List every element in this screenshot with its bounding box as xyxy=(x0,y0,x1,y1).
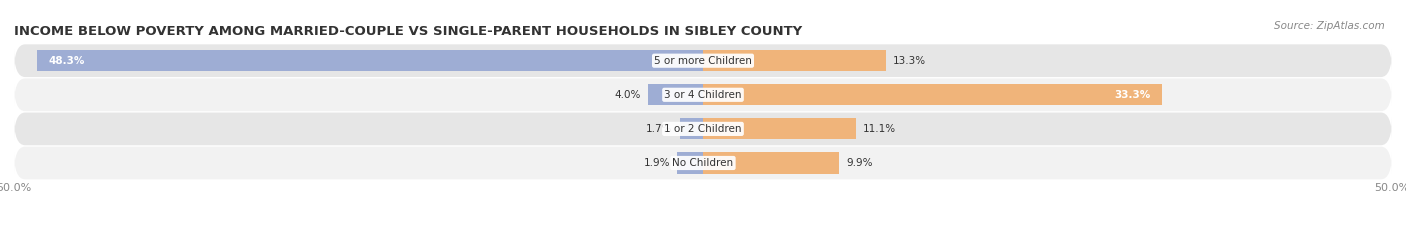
Text: 11.1%: 11.1% xyxy=(863,124,896,134)
Text: Source: ZipAtlas.com: Source: ZipAtlas.com xyxy=(1274,21,1385,31)
FancyBboxPatch shape xyxy=(14,147,1392,179)
Bar xyxy=(679,118,703,140)
Text: 1.9%: 1.9% xyxy=(644,158,669,168)
Bar xyxy=(703,50,886,71)
Bar xyxy=(703,152,839,174)
Text: 48.3%: 48.3% xyxy=(48,56,84,66)
Text: No Children: No Children xyxy=(672,158,734,168)
Text: 1 or 2 Children: 1 or 2 Children xyxy=(664,124,742,134)
Text: 5 or more Children: 5 or more Children xyxy=(654,56,752,66)
Text: 1.7%: 1.7% xyxy=(647,124,672,134)
Text: 33.3%: 33.3% xyxy=(1115,90,1152,100)
Text: 9.9%: 9.9% xyxy=(846,158,873,168)
Bar xyxy=(703,118,856,140)
Text: INCOME BELOW POVERTY AMONG MARRIED-COUPLE VS SINGLE-PARENT HOUSEHOLDS IN SIBLEY : INCOME BELOW POVERTY AMONG MARRIED-COUPL… xyxy=(14,25,803,38)
Bar xyxy=(676,152,703,174)
Text: 4.0%: 4.0% xyxy=(614,90,641,100)
FancyBboxPatch shape xyxy=(14,113,1392,145)
Text: 3 or 4 Children: 3 or 4 Children xyxy=(664,90,742,100)
Bar xyxy=(38,50,703,71)
Bar xyxy=(703,84,1161,105)
FancyBboxPatch shape xyxy=(14,79,1392,111)
Bar xyxy=(648,84,703,105)
FancyBboxPatch shape xyxy=(14,44,1392,77)
Text: 13.3%: 13.3% xyxy=(893,56,927,66)
